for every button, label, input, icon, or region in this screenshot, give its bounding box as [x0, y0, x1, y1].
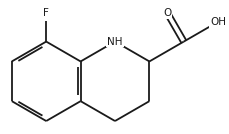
- Text: F: F: [43, 8, 49, 18]
- Text: OH: OH: [209, 17, 225, 27]
- Text: NH: NH: [107, 37, 122, 47]
- Text: O: O: [163, 8, 171, 18]
